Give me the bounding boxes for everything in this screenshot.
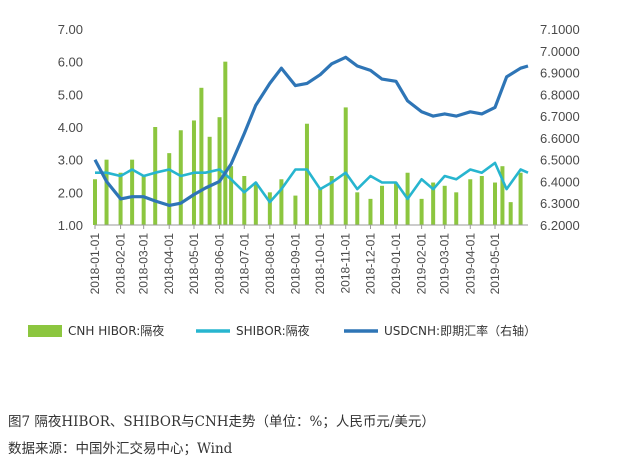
x-tick-label: 2018-02-01 — [114, 233, 128, 295]
bar-cnh-hibor — [368, 198, 373, 225]
left-tick-label: 2.00 — [58, 185, 83, 200]
x-tick-label: 2018-04-01 — [162, 233, 176, 295]
bar-cnh-hibor — [207, 136, 212, 225]
x-tick-label: 2018-01-01 — [88, 233, 102, 295]
x-tick-label: 2019-03-01 — [438, 233, 452, 295]
left-tick-label: 1.00 — [58, 218, 83, 233]
bar-cnh-hibor — [329, 176, 334, 225]
right-tick-label: 6.8000 — [540, 87, 580, 102]
bar-cnh-hibor — [279, 179, 284, 225]
x-tick-label: 2018-06-01 — [213, 233, 227, 295]
bar-cnh-hibor — [199, 87, 204, 225]
line-series — [93, 55, 529, 207]
bar-cnh-hibor — [493, 182, 498, 225]
right-tick-label: 6.3000 — [540, 196, 580, 211]
x-tick-label: 2018-05-01 — [187, 233, 201, 295]
x-tick-label: 2019-01-01 — [389, 233, 403, 295]
bar-series-cnh-hibor — [93, 61, 523, 225]
bar-cnh-hibor — [500, 166, 505, 225]
left-tick-label: 7.00 — [58, 22, 83, 37]
bar-cnh-hibor — [454, 192, 459, 225]
bar-cnh-hibor — [153, 127, 158, 225]
line-usdcnh — [93, 55, 529, 207]
legend-label: USDCNH:即期汇率（右轴） — [384, 323, 536, 338]
bar-cnh-hibor — [468, 179, 473, 225]
bar-cnh-hibor — [431, 182, 436, 225]
bar-cnh-hibor — [253, 182, 258, 225]
axes: 7.00 6.00 5.00 4.00 3.00 2.00 1.00 7.1000 7.0000… — [58, 22, 580, 294]
bar-cnh-hibor — [419, 198, 424, 225]
line-shibor — [95, 161, 529, 204]
bar-cnh-hibor — [394, 182, 399, 225]
bar-cnh-hibor — [380, 185, 385, 225]
bar-cnh-hibor — [130, 159, 135, 225]
bar-cnh-hibor — [229, 166, 234, 225]
bar-cnh-hibor — [508, 202, 513, 225]
x-tick-label: 2019-02-01 — [415, 233, 429, 295]
right-tick-label: 6.9000 — [540, 66, 580, 81]
data-source: 数据来源：中国外汇交易中心；Wind — [8, 441, 233, 457]
legend-label: CNH HIBOR:隔夜 — [68, 323, 164, 338]
bar-cnh-hibor — [293, 195, 298, 225]
x-tick-label: 2018-03-01 — [137, 233, 151, 295]
right-tick-label: 6.4000 — [540, 174, 580, 189]
legend: CNH HIBOR:隔夜 SHIBOR:隔夜 USDCNH:即期汇率（右轴） — [28, 323, 536, 338]
bar-cnh-hibor — [343, 107, 348, 225]
x-tick-label: 2019-04-01 — [463, 233, 477, 295]
bar-cnh-hibor — [242, 176, 247, 225]
bar-cnh-hibor — [167, 153, 172, 225]
right-tick-label: 7.0000 — [540, 44, 580, 59]
x-tick-label: 2018-11-01 — [339, 233, 353, 294]
x-tick-label: 2019-05-01 — [488, 233, 502, 295]
left-tick-label: 3.00 — [58, 153, 83, 168]
right-tick-label: 6.6000 — [540, 131, 580, 146]
figure-caption: 图7 隔夜HIBOR、SHIBOR与CNH走势（单位：%；人民币元/美元） — [8, 414, 435, 430]
bar-cnh-hibor — [304, 123, 309, 225]
chart: 7.00 6.00 5.00 4.00 3.00 2.00 1.00 7.1000 7.0000… — [28, 22, 580, 338]
bar-cnh-hibor — [442, 185, 447, 225]
x-tick-label: 2018-07-01 — [237, 233, 251, 295]
bar-cnh-hibor — [178, 130, 183, 225]
x-tick-label: 2018-08-01 — [263, 233, 277, 295]
bar-cnh-hibor — [355, 192, 360, 225]
legend-swatch-bar — [28, 325, 62, 337]
left-tick-label: 5.00 — [58, 87, 83, 102]
right-tick-label: 7.1000 — [540, 22, 580, 37]
bar-cnh-hibor — [104, 159, 109, 225]
bar-cnh-hibor — [93, 179, 97, 225]
bar-cnh-hibor — [518, 172, 523, 225]
left-tick-label: 4.00 — [58, 120, 83, 135]
right-tick-label: 6.2000 — [540, 218, 580, 233]
bar-cnh-hibor — [479, 176, 484, 225]
bar-cnh-hibor — [318, 189, 323, 225]
bar-cnh-hibor — [223, 61, 228, 225]
x-tick-label: 2018-09-01 — [288, 233, 302, 295]
x-tick-label: 2018-10-01 — [313, 233, 327, 295]
right-tick-label: 6.5000 — [540, 153, 580, 168]
bar-cnh-hibor — [267, 192, 272, 225]
x-tick-label: 2018-12-01 — [363, 233, 377, 295]
left-tick-label: 6.00 — [58, 55, 83, 70]
legend-label: SHIBOR:隔夜 — [236, 323, 310, 338]
right-tick-label: 6.7000 — [540, 109, 580, 124]
bar-cnh-hibor — [141, 176, 146, 225]
